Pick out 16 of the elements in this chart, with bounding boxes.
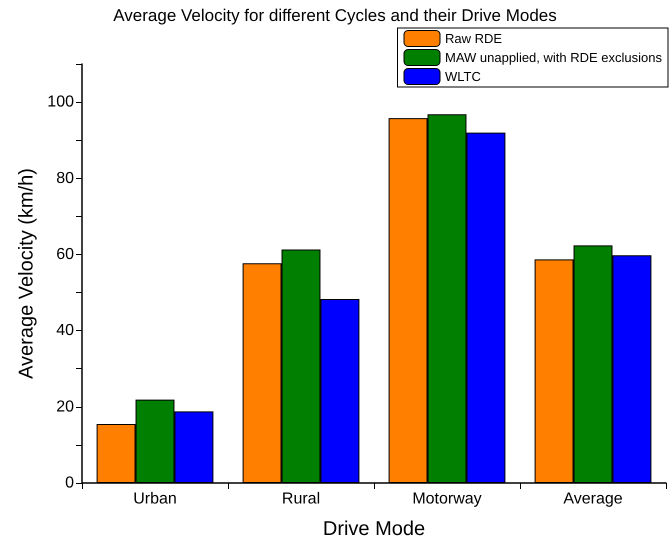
y-tick-label: 80 — [56, 170, 74, 187]
y-tick-label: 20 — [56, 398, 74, 416]
legend-label: Raw RDE — [445, 31, 502, 46]
x-tick-label: Urban — [133, 490, 177, 508]
y-tick-label: 100 — [47, 94, 74, 111]
chart-title: Average Velocity for different Cycles and their Drive Modes — [113, 6, 557, 25]
legend-label: WLTC — [445, 69, 481, 84]
y-tick-label: 40 — [56, 322, 74, 340]
x-axis-title: Drive Mode — [322, 518, 426, 540]
x-tick-label: Motorway — [412, 490, 482, 508]
x-tick-label: Average — [563, 490, 623, 508]
x-tick-label: Rural — [282, 490, 320, 508]
y-tick-label: 60 — [56, 246, 74, 263]
y-tick-label: 0 — [65, 474, 74, 492]
y-axis-title: Average Velocity (km/h) — [15, 168, 38, 379]
legend-label: MAW unapplied, with RDE exclusions — [445, 50, 662, 65]
